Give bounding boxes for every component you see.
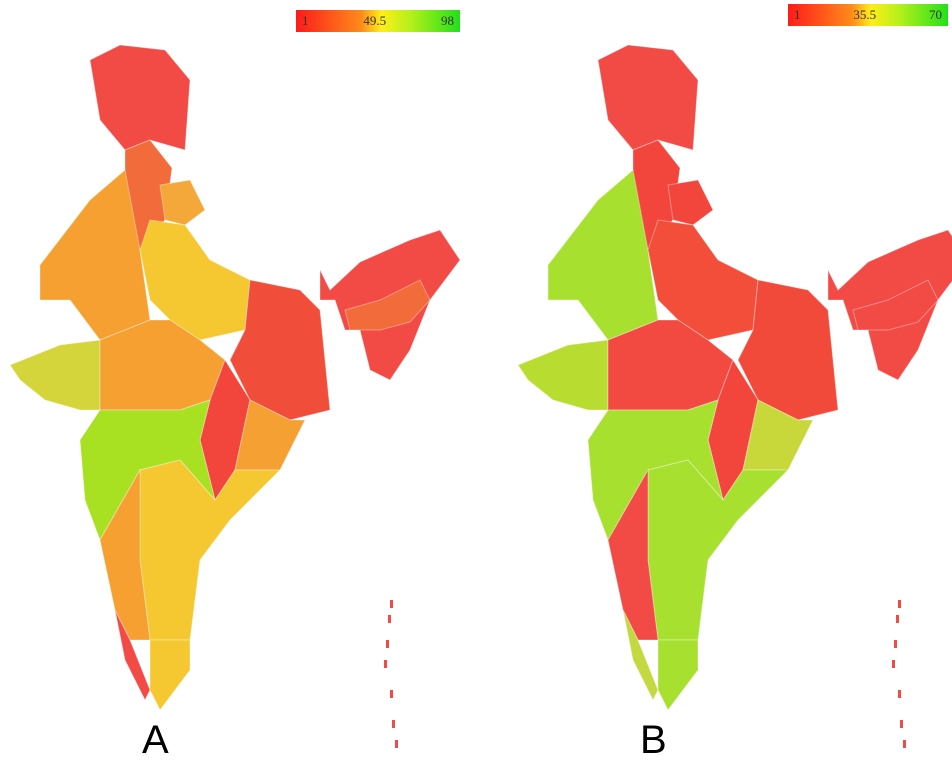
legend-max: 70 <box>929 7 942 22</box>
state-region <box>9 339 101 411</box>
island-region <box>896 615 899 623</box>
state-region <box>159 179 206 226</box>
legend-min: 1 <box>794 7 801 22</box>
legend-min: 1 <box>302 13 309 28</box>
state-region <box>647 459 790 641</box>
state-region <box>742 399 814 471</box>
state-region <box>89 44 191 151</box>
state-region <box>344 279 431 331</box>
island-region <box>898 600 901 608</box>
panel-label-b: B <box>640 718 667 762</box>
island-region <box>388 615 391 623</box>
island-region <box>392 720 395 728</box>
map-b <box>517 44 952 748</box>
state-region <box>139 219 251 341</box>
legend-map-b: 1 35.5 70 <box>788 4 948 26</box>
state-region <box>517 339 609 411</box>
legend-map-a: 1 49.5 98 <box>296 10 460 32</box>
state-region <box>597 44 699 151</box>
island-region <box>395 740 398 748</box>
island-region <box>390 690 393 698</box>
panel-label-a: A <box>142 718 169 762</box>
state-region <box>234 399 306 471</box>
island-region <box>894 640 897 648</box>
island-region <box>386 640 389 648</box>
island-region <box>892 660 895 668</box>
state-region <box>114 609 151 702</box>
state-region <box>149 639 191 711</box>
map-a <box>9 44 461 748</box>
legend-mid: 35.5 <box>853 7 877 22</box>
island-region <box>390 600 393 608</box>
state-region <box>852 279 939 331</box>
legend-mid: 49.5 <box>363 13 387 28</box>
island-region <box>898 690 901 698</box>
state-region <box>139 459 282 641</box>
state-region <box>667 179 714 226</box>
island-region <box>903 740 906 748</box>
island-region <box>384 660 387 668</box>
state-region <box>657 639 699 711</box>
state-region <box>647 219 759 341</box>
state-region <box>622 609 659 702</box>
island-region <box>900 720 903 728</box>
legend-max: 98 <box>441 13 454 28</box>
